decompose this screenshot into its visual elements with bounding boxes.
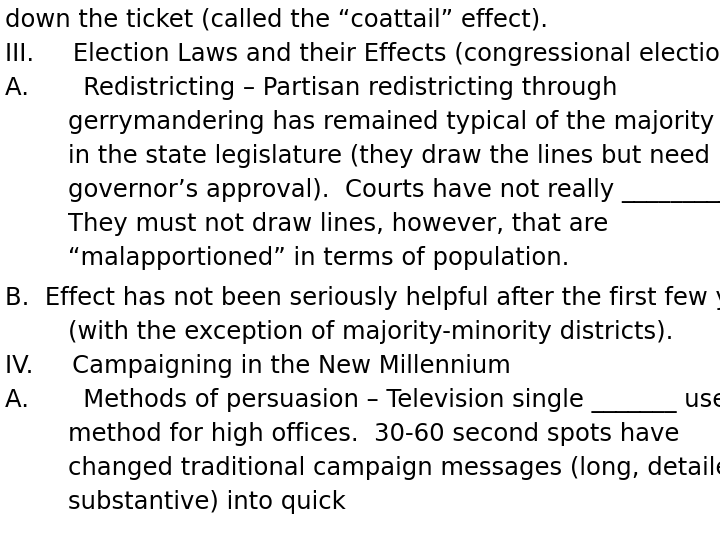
Text: down the ticket (called the “coattail” effect).: down the ticket (called the “coattail” e…: [5, 8, 548, 32]
Text: in the state legislature (they draw the lines but need: in the state legislature (they draw the …: [68, 144, 710, 168]
Text: changed traditional campaign messages (long, detailed,: changed traditional campaign messages (l…: [68, 456, 720, 480]
Text: (with the exception of majority-minority districts).: (with the exception of majority-minority…: [68, 320, 673, 344]
Text: III.     Election Laws and their Effects (congressional elections): III. Election Laws and their Effects (co…: [5, 42, 720, 66]
Text: B.  Effect has not been seriously helpful after the first few years: B. Effect has not been seriously helpful…: [5, 286, 720, 310]
Text: method for high offices.  30-60 second spots have: method for high offices. 30-60 second sp…: [68, 422, 680, 446]
Text: A.       Redistricting – Partisan redistricting through: A. Redistricting – Partisan redistrictin…: [5, 76, 617, 100]
Text: They must not draw lines, however, that are: They must not draw lines, however, that …: [68, 212, 608, 236]
Text: A.       Methods of persuasion – Television single _______ used: A. Methods of persuasion – Television si…: [5, 388, 720, 413]
Text: substantive) into quick: substantive) into quick: [68, 490, 346, 514]
Text: “malapportioned” in terms of population.: “malapportioned” in terms of population.: [68, 246, 570, 270]
Text: governor’s approval).  Courts have not really _________ it.: governor’s approval). Courts have not re…: [68, 178, 720, 203]
Text: IV.     Campaigning in the New Millennium: IV. Campaigning in the New Millennium: [5, 354, 510, 378]
Text: gerrymandering has remained typical of the majority party: gerrymandering has remained typical of t…: [68, 110, 720, 134]
